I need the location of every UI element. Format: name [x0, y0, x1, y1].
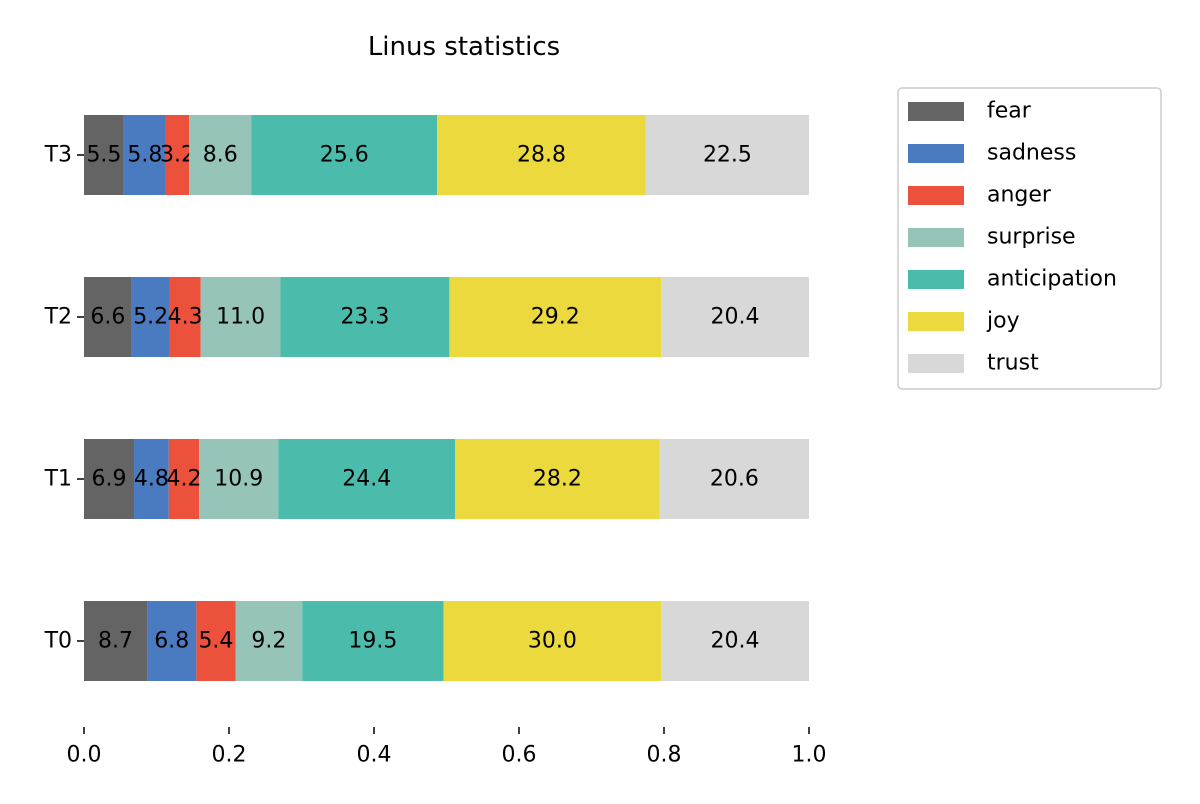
- bar-segment: [168, 439, 200, 519]
- x-tick-label: 0.4: [357, 743, 392, 768]
- data-label: 8.7: [98, 629, 133, 654]
- data-label: 28.2: [533, 467, 582, 492]
- legend-label: sadness: [987, 141, 1076, 166]
- y-tick-label: T1: [44, 467, 72, 492]
- data-label: 9.2: [251, 629, 286, 654]
- y-tick-label: T3: [44, 143, 72, 168]
- bar-segment: [169, 277, 201, 357]
- bar-segment: [645, 115, 809, 195]
- bar-segment: [455, 439, 660, 519]
- bar-segment: [123, 115, 166, 195]
- bar-segment: [278, 439, 456, 519]
- data-label: 6.8: [154, 629, 189, 654]
- data-label: 6.6: [90, 305, 125, 330]
- bar-segment: [661, 601, 809, 681]
- x-tick-label: 0.0: [67, 743, 102, 768]
- data-label: 4.8: [134, 467, 169, 492]
- x-tick-label: 0.2: [212, 743, 247, 768]
- legend-swatch: [908, 186, 964, 205]
- data-label: 8.6: [203, 143, 238, 168]
- bar-segment: [84, 115, 124, 195]
- data-label: 25.6: [320, 143, 369, 168]
- x-tick-label: 1.0: [792, 743, 827, 768]
- data-label: 20.4: [711, 305, 760, 330]
- bar-segment: [84, 439, 135, 519]
- legend-swatch: [908, 312, 964, 331]
- bar-segment: [449, 277, 662, 357]
- bar-segment: [199, 439, 279, 519]
- data-label: 5.4: [198, 629, 233, 654]
- legend-swatch: [908, 354, 964, 373]
- bar-segment: [659, 439, 809, 519]
- x-tick-label: 0.8: [647, 743, 682, 768]
- data-label: 11.0: [216, 305, 265, 330]
- legend-swatch: [908, 102, 964, 121]
- legend-label: fear: [987, 99, 1032, 124]
- y-tick-label: T0: [44, 629, 72, 654]
- bar-segment: [147, 601, 197, 681]
- data-label: 20.6: [710, 467, 759, 492]
- bar-segment: [200, 277, 281, 357]
- legend-label: anger: [987, 183, 1052, 208]
- legend-swatch: [908, 144, 964, 163]
- data-label: 4.2: [167, 467, 202, 492]
- bar-segment: [443, 601, 662, 681]
- data-label: 30.0: [528, 629, 577, 654]
- legend-swatch: [908, 228, 964, 247]
- bar-segment: [251, 115, 438, 195]
- data-label: 4.3: [168, 305, 203, 330]
- bar-segment: [134, 439, 169, 519]
- bar-segment: [84, 601, 148, 681]
- bar-segment: [302, 601, 444, 681]
- legend-swatch: [908, 270, 964, 289]
- data-label: 29.2: [531, 305, 580, 330]
- data-label: 5.8: [127, 143, 162, 168]
- legend-label: joy: [986, 309, 1020, 334]
- y-tick-label: T2: [44, 305, 72, 330]
- bar-segment: [189, 115, 252, 195]
- legend-label: trust: [987, 351, 1039, 376]
- data-label: 28.8: [517, 143, 566, 168]
- bar-segment: [437, 115, 646, 195]
- x-tick-label: 0.6: [502, 743, 537, 768]
- bar-segment: [165, 115, 190, 195]
- legend-label: surprise: [987, 225, 1076, 250]
- data-label: 19.5: [348, 629, 397, 654]
- data-label: 5.5: [86, 143, 121, 168]
- data-label: 20.4: [711, 629, 760, 654]
- bar-segment: [84, 277, 132, 357]
- data-label: 24.4: [342, 467, 391, 492]
- bar-segment: [661, 277, 809, 357]
- bar-segment: [235, 601, 303, 681]
- chart-title: Linus statistics: [368, 32, 560, 62]
- data-label: 5.2: [133, 305, 168, 330]
- legend-label: anticipation: [987, 267, 1117, 292]
- bar-segment: [196, 601, 236, 681]
- data-label: 23.3: [340, 305, 389, 330]
- data-label: 10.9: [214, 467, 263, 492]
- data-label: 22.5: [703, 143, 752, 168]
- data-label: 6.9: [92, 467, 127, 492]
- bar-segment: [131, 277, 170, 357]
- bar-segment: [280, 277, 450, 357]
